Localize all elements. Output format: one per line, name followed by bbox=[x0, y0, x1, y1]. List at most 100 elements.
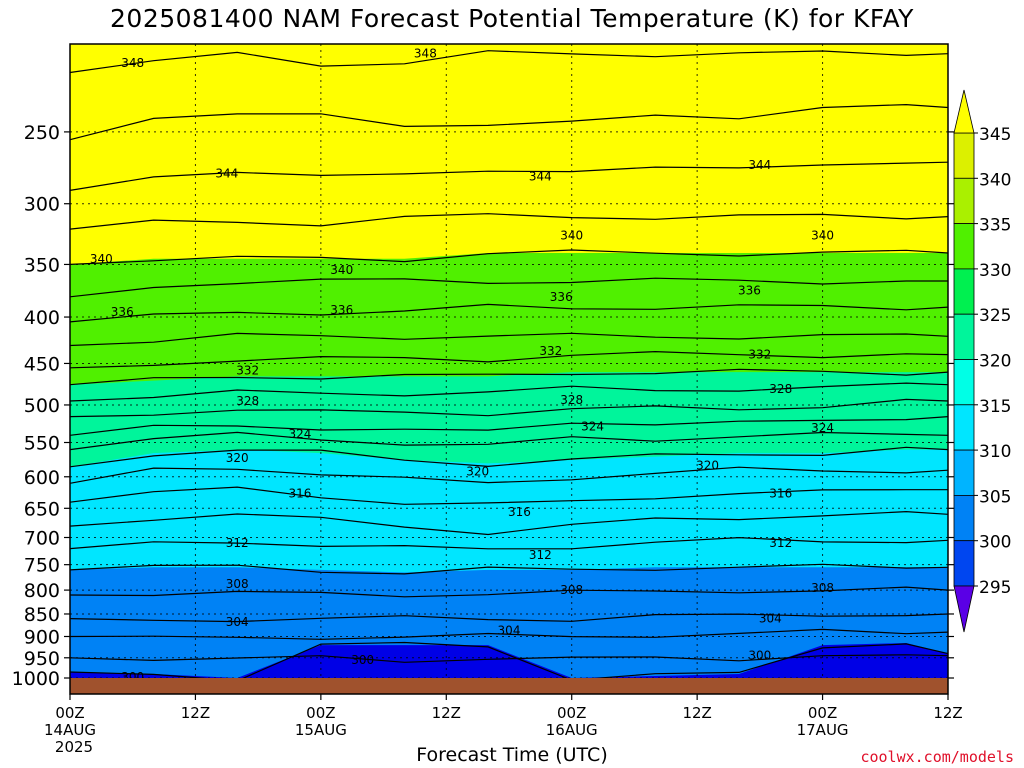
source-credit[interactable]: coolwx.com/models bbox=[860, 748, 1014, 766]
colorbar-label: 330 bbox=[979, 261, 1011, 281]
isentrope-340 bbox=[69, 249, 949, 265]
colorbar-label: 345 bbox=[979, 125, 1011, 145]
contour-label: 316 bbox=[508, 505, 531, 519]
x-tick-label: 00Z bbox=[557, 704, 586, 722]
x-tick-label: 12Z bbox=[682, 704, 711, 722]
x-tick-label: 14AUG bbox=[44, 721, 96, 739]
y-tick-label: 550 bbox=[24, 432, 60, 454]
isentrope-302 bbox=[69, 654, 949, 663]
contour-label: 308 bbox=[226, 577, 249, 591]
contour-label: 332 bbox=[236, 363, 259, 377]
contour-label: 336 bbox=[550, 290, 573, 304]
colorbar-band bbox=[953, 268, 975, 315]
y-tick-label: 850 bbox=[24, 604, 60, 626]
band-below-310 bbox=[70, 567, 948, 678]
colorbar-band bbox=[953, 540, 975, 587]
colorbar-band bbox=[953, 132, 975, 179]
contour-label: 320 bbox=[226, 451, 249, 465]
isentrope-330 bbox=[69, 368, 949, 386]
ground-rect bbox=[70, 678, 948, 694]
isentrope-310 bbox=[69, 563, 949, 575]
contour-label: 332 bbox=[748, 348, 771, 362]
contour-label: 336 bbox=[330, 303, 353, 317]
x-tick-label: 15AUG bbox=[295, 721, 347, 739]
isentrope-314 bbox=[69, 510, 949, 536]
isentrope-308 bbox=[69, 586, 949, 598]
contour-label: 332 bbox=[539, 344, 562, 358]
colorbar: 345 340 335 330 325 320 315 310 305 300 295 bbox=[953, 89, 1011, 633]
contour-labels: 348 348 344 344 344 340 340 340 340 336 336 336 336 3… bbox=[90, 47, 834, 684]
isentrope-344 bbox=[69, 161, 949, 191]
y-tick-label: 600 bbox=[24, 467, 60, 489]
contour-label: 340 bbox=[330, 263, 353, 277]
y-tick-label: 300 bbox=[24, 194, 60, 216]
isentrope-336 bbox=[69, 303, 949, 323]
isentrope-316 bbox=[69, 486, 948, 505]
isentrope-312 bbox=[69, 536, 949, 550]
x-tick-label: 17AUG bbox=[797, 721, 849, 739]
isentrope-322 bbox=[69, 431, 949, 451]
contour-label: 324 bbox=[288, 427, 311, 441]
contour-label: 320 bbox=[696, 458, 719, 472]
contour-label: 340 bbox=[811, 228, 834, 242]
contour-label: 312 bbox=[769, 536, 792, 550]
contour-label: 340 bbox=[560, 228, 583, 242]
isentrope-332 bbox=[69, 350, 949, 369]
contour-label: 336 bbox=[738, 284, 761, 298]
contour-label: 328 bbox=[236, 394, 259, 408]
contour-label: 328 bbox=[560, 393, 583, 407]
colorbar-label: 305 bbox=[979, 487, 1011, 507]
contour-label: 340 bbox=[90, 252, 113, 266]
y-axis-ticks: 2503003504004505005506006507007508008509… bbox=[12, 122, 954, 690]
x-tick-label: 12Z bbox=[432, 704, 461, 722]
colorbar-band bbox=[953, 404, 975, 451]
y-tick-label: 250 bbox=[24, 122, 60, 144]
isentrope-338 bbox=[69, 277, 948, 298]
colorbar-label: 335 bbox=[979, 216, 1011, 236]
colorbar-band bbox=[953, 313, 975, 360]
isentrope-320 bbox=[69, 446, 949, 468]
contour-label: 308 bbox=[811, 581, 834, 595]
ground-strip bbox=[70, 678, 948, 694]
isentrope-334 bbox=[69, 332, 949, 347]
x-tick-label: 12Z bbox=[933, 704, 962, 722]
band-below-300 bbox=[70, 643, 948, 678]
y-tick-label: 500 bbox=[24, 395, 60, 417]
y-tick-label: 750 bbox=[24, 555, 60, 577]
y-tick-label: 800 bbox=[24, 580, 60, 602]
colorbar-band bbox=[953, 177, 975, 225]
colorbar-label: 315 bbox=[979, 397, 1011, 417]
isentrope-328 bbox=[69, 382, 949, 402]
contour-label: 344 bbox=[529, 170, 552, 184]
contour-label: 348 bbox=[121, 56, 144, 70]
plot-frame bbox=[69, 43, 949, 695]
plot-border bbox=[69, 43, 949, 695]
contour-label: 300 bbox=[748, 649, 771, 663]
contour-label: 316 bbox=[288, 486, 311, 500]
colorbar-band bbox=[953, 449, 975, 496]
x-tick-label: 16AUG bbox=[546, 721, 598, 739]
contour-label: 336 bbox=[111, 305, 134, 319]
isentrope-304 bbox=[69, 628, 949, 640]
contour-label: 304 bbox=[226, 615, 249, 629]
contour-label: 320 bbox=[466, 464, 489, 478]
contour-label: 324 bbox=[581, 419, 604, 433]
x-tick-label: 00Z bbox=[55, 704, 84, 722]
y-tick-label: 1000 bbox=[12, 668, 60, 690]
theta-fill-bands bbox=[70, 44, 948, 678]
isentrope-342 bbox=[69, 213, 949, 230]
contour-label: 344 bbox=[748, 158, 771, 172]
isentrope-348 bbox=[69, 50, 949, 74]
isentrope-324 bbox=[69, 416, 949, 436]
contour-label: 328 bbox=[769, 382, 792, 396]
y-tick-label: 700 bbox=[24, 527, 60, 549]
colorbar-label: 295 bbox=[979, 578, 1011, 598]
colorbar-band bbox=[953, 359, 975, 406]
isentrope-306 bbox=[69, 613, 949, 623]
colorbar-label: 340 bbox=[979, 170, 1011, 190]
colorbar-label: 325 bbox=[979, 306, 1011, 326]
contour-label: 308 bbox=[560, 583, 583, 597]
colorbar-extend-bottom bbox=[953, 585, 975, 633]
y-tick-label: 900 bbox=[24, 626, 60, 648]
